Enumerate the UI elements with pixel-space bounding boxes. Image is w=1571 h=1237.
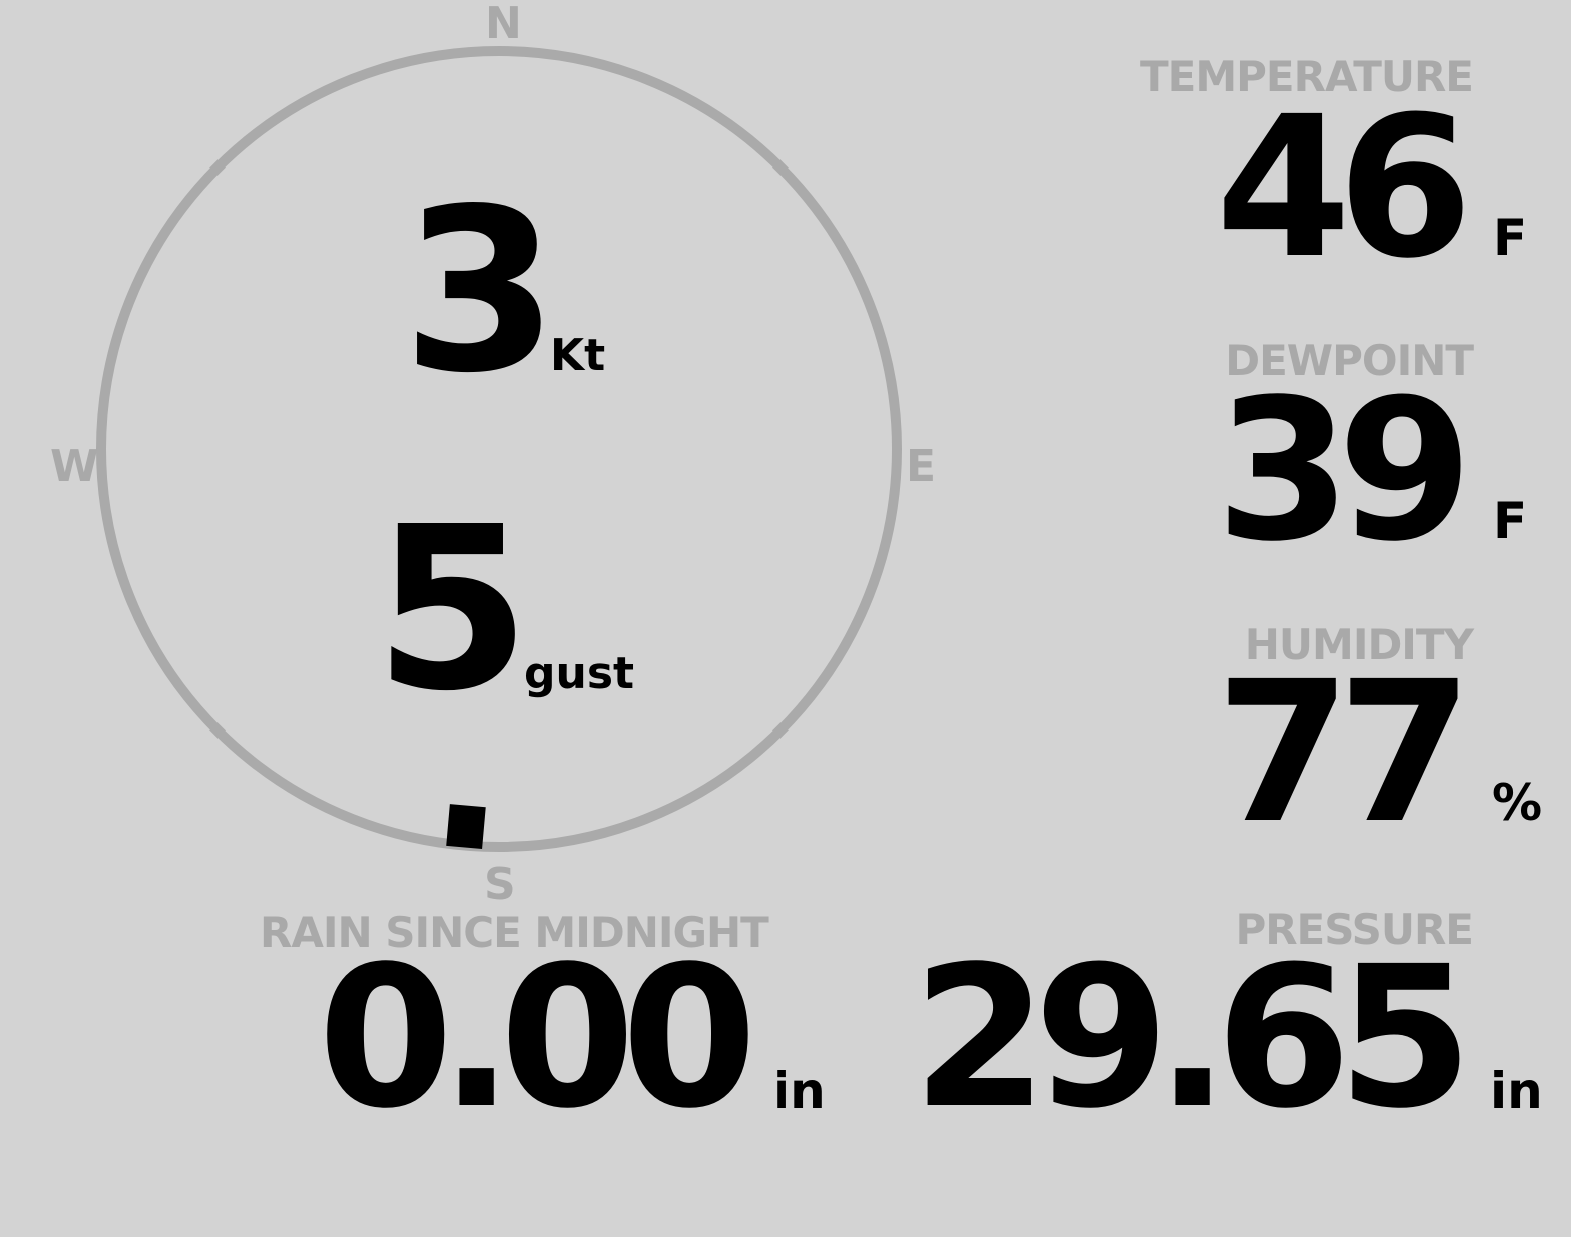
wind-gust-unit: gust: [524, 648, 635, 699]
dewpoint-label: DEWPOINT: [1225, 336, 1474, 385]
rain-value: 0.00: [317, 924, 757, 1151]
humidity-label: HUMIDITY: [1244, 620, 1474, 669]
compass-tick: [209, 159, 227, 177]
humidity-value: 77: [1215, 639, 1473, 866]
dewpoint-unit: F: [1493, 492, 1528, 550]
humidity-unit: %: [1492, 774, 1543, 832]
compass-ring: [96, 46, 902, 852]
pressure-value: 29.65: [912, 924, 1473, 1151]
compass-tick: [209, 721, 227, 739]
dewpoint-value: 39: [1215, 357, 1473, 584]
compass-east: E: [906, 441, 937, 492]
pressure-label: PRESSURE: [1235, 905, 1474, 954]
wind-speed-unit: Kt: [550, 330, 606, 381]
compass-tick: [771, 721, 789, 739]
temperature-unit: F: [1493, 209, 1528, 267]
compass-south: S: [484, 859, 516, 910]
compass-west: W: [50, 441, 99, 492]
rain-label: RAIN SINCE MIDNIGHT: [260, 908, 769, 957]
pressure-unit: in: [1490, 1062, 1543, 1120]
temperature-value: 46: [1215, 74, 1473, 301]
rain-unit: in: [773, 1062, 826, 1120]
temperature-label: TEMPERATURE: [1140, 52, 1474, 101]
wind-direction-marker: [446, 804, 486, 850]
compass-tick: [771, 159, 789, 177]
compass-north: N: [485, 0, 522, 49]
wind-gust-value: 5: [374, 479, 531, 741]
wind-speed-value: 3: [402, 161, 559, 423]
